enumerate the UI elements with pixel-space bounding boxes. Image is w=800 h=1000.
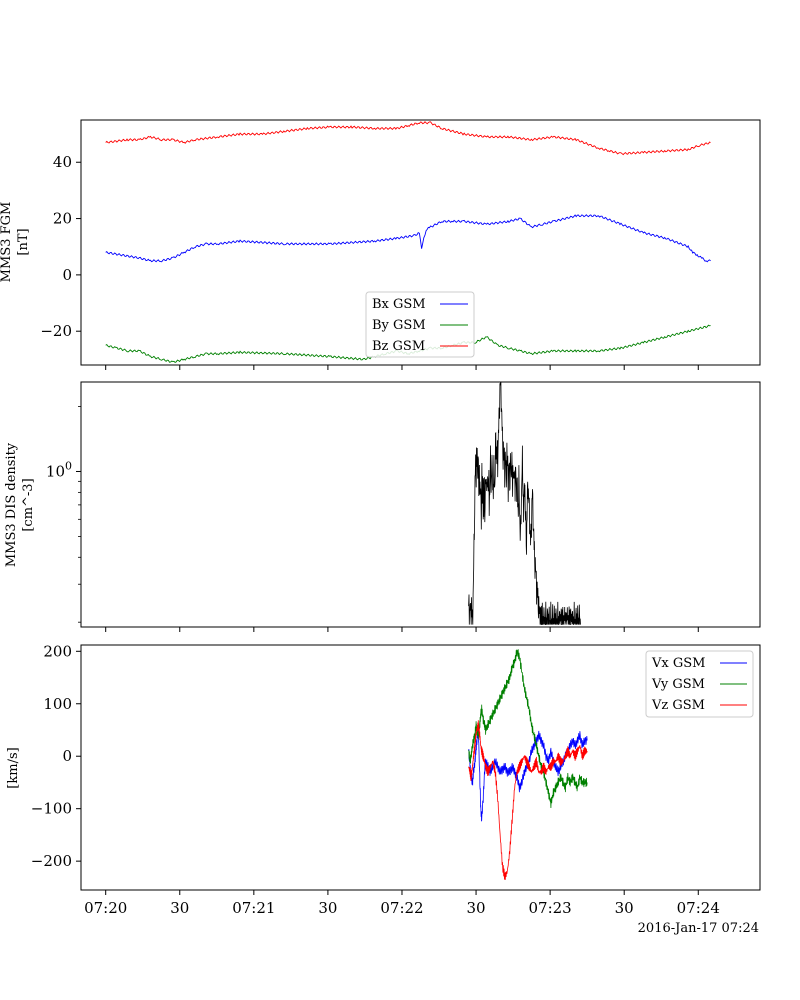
y-tick-label: 100 <box>43 695 72 713</box>
density-series-line <box>468 381 581 625</box>
x-tick-label: 30 <box>318 899 337 917</box>
series-line-bx-gsm <box>105 214 711 263</box>
y-tick-label: −100 <box>31 800 72 818</box>
y-tick-label: 0 <box>62 266 72 284</box>
density-x-ticks <box>105 627 699 632</box>
y-tick-label: 100 <box>46 459 72 480</box>
legend-label: Vz GSM <box>651 698 705 713</box>
legend-label: Bx GSM <box>372 297 426 312</box>
velocity-legend: Vx GSM Vy GSM Vz GSM <box>645 650 754 718</box>
panel-density: 100 MMS3 DIS density [cm^-3] <box>4 381 761 632</box>
y-tick-label: 200 <box>43 642 72 660</box>
density-lines <box>468 381 581 625</box>
density-ylabel-line1: MMS3 DIS density <box>4 442 19 567</box>
y-tick-label: −20 <box>40 322 72 340</box>
panel-fgm: −20 0 20 40 MMS3 FGM [nT] Bx GSM By GSM Bz GS… <box>0 119 761 370</box>
fgm-ylabel-line2: [nT] <box>16 228 31 255</box>
y-tick-label: 40 <box>53 153 72 171</box>
fgm-x-ticks <box>105 365 699 370</box>
y-tick-label: 0 <box>62 747 72 765</box>
density-ylabel-line2: [cm^-3] <box>21 478 36 531</box>
panel-density-frame <box>80 381 761 628</box>
x-tick-label: 07:22 <box>380 899 423 917</box>
series-line-vx-gsm <box>468 727 588 822</box>
y-tick-label: −200 <box>31 852 72 870</box>
legend-box <box>365 291 475 358</box>
x-tick-label: 07:20 <box>84 899 127 917</box>
x-tick-label: 30 <box>170 899 189 917</box>
velocity-lines <box>468 649 588 880</box>
x-tick-label: 30 <box>467 899 486 917</box>
velocity-y-ticks: −200 −100 0 100 200 <box>31 642 81 870</box>
legend-label: Bz GSM <box>372 339 425 354</box>
velocity-x-ticks: 07:20 30 07:21 30 07:22 30 07:23 30 07:24 <box>84 890 720 917</box>
x-tick-label: 30 <box>615 899 634 917</box>
fgm-ylabel-line1: MMS3 FGM <box>0 202 14 283</box>
series-line-vz-gsm <box>468 720 588 880</box>
fgm-legend: Bx GSM By GSM Bz GSM <box>365 291 475 358</box>
legend-box <box>645 650 754 718</box>
legend-label: By GSM <box>372 318 426 333</box>
series-line-vy-gsm <box>468 649 588 809</box>
velocity-ylabel: [km/s] <box>6 747 21 788</box>
x-tick-label: 07:23 <box>529 899 572 917</box>
date-label: 2016-Jan-17 07:24 <box>638 921 759 936</box>
series-line-bz-gsm <box>105 121 711 156</box>
fgm-y-ticks: −20 0 20 40 <box>40 153 81 340</box>
legend-label: Vy GSM <box>651 677 705 692</box>
legend-label: Vx GSM <box>651 656 705 671</box>
x-tick-label: 07:21 <box>232 899 275 917</box>
y-tick-label: 20 <box>53 210 72 228</box>
density-y-ticks: 100 <box>46 406 81 623</box>
x-tick-label: 07:24 <box>677 899 720 917</box>
